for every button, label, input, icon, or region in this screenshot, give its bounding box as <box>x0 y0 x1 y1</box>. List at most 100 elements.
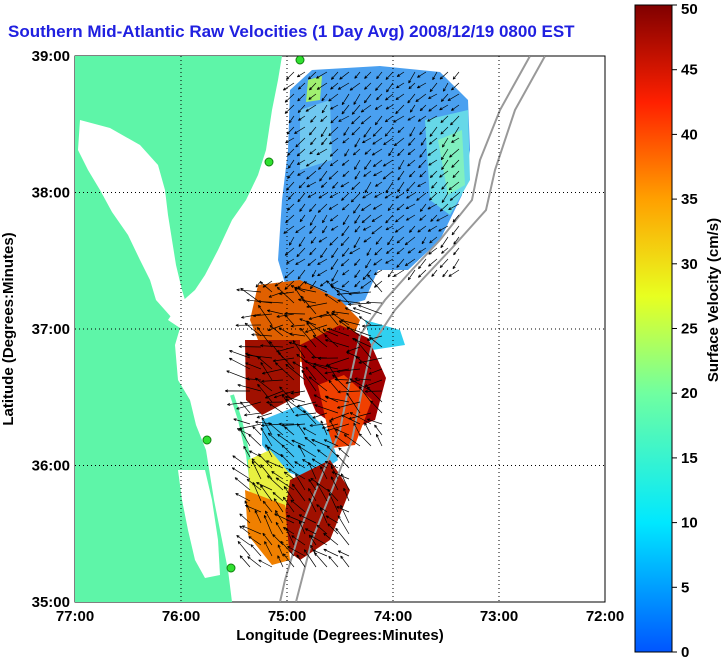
velocity-vector <box>311 439 328 447</box>
velocity-vector <box>329 159 339 167</box>
velocity-vector <box>238 345 262 349</box>
velocity-vector <box>340 555 350 568</box>
velocity-vector <box>428 159 438 166</box>
velocity-vector <box>366 418 383 425</box>
velocity-vector <box>427 148 438 156</box>
velocity-vector <box>316 148 328 156</box>
y-tick-label: 38:00 <box>32 185 70 202</box>
velocity-vector <box>407 115 416 121</box>
velocity-vector <box>261 379 284 383</box>
velocity-vector <box>447 93 460 101</box>
velocity-vector <box>311 458 328 469</box>
velocity-vector <box>264 541 273 557</box>
velocity-vector <box>312 365 328 381</box>
velocity-vector <box>258 559 273 568</box>
velocity-vector <box>322 225 328 234</box>
velocity-vector <box>374 192 383 198</box>
velocity-vector <box>364 71 372 79</box>
chesapeake-bay <box>78 120 188 318</box>
velocity-vector <box>417 225 427 233</box>
velocity-vector <box>304 360 328 370</box>
velocity-vector <box>364 379 383 387</box>
velocity-vector <box>340 504 350 524</box>
velocity-vector <box>382 159 394 167</box>
velocity-vector <box>331 269 339 282</box>
velocity-vector <box>309 214 317 226</box>
velocity-vector <box>349 412 372 425</box>
velocity-vector <box>271 471 284 480</box>
velocity-vector <box>441 137 449 148</box>
velocity-vector <box>334 435 350 447</box>
velocity-vector <box>365 258 372 269</box>
velocity-vector <box>420 137 427 146</box>
velocity-vector <box>330 115 339 124</box>
velocity-vector <box>360 104 372 113</box>
velocity-vector <box>266 460 284 469</box>
velocity-vector <box>375 82 383 91</box>
velocity-vector <box>439 203 449 212</box>
velocity-vector <box>440 115 449 124</box>
velocity-vector <box>330 476 339 491</box>
velocity-vector <box>308 126 317 136</box>
bathymetry-contours <box>279 56 546 602</box>
velocity-vector <box>252 313 273 318</box>
velocity-vector <box>329 236 339 246</box>
velocity-vector <box>307 258 317 267</box>
velocity-vector <box>349 247 361 255</box>
velocity-vector <box>310 535 328 546</box>
velocity-vector <box>260 484 273 502</box>
velocity-vector <box>407 93 416 104</box>
velocity-vector <box>250 544 262 557</box>
velocity-vector <box>386 82 394 93</box>
velocity-vector <box>393 269 405 277</box>
velocity-vector <box>274 362 295 381</box>
velocity-vector <box>440 93 449 102</box>
y-tick-label: 35:00 <box>32 594 70 611</box>
velocity-vector <box>273 390 295 399</box>
velocity-vector <box>375 181 383 187</box>
velocity-vector <box>266 400 284 404</box>
velocity-vector <box>318 236 328 243</box>
velocity-vector <box>385 71 394 80</box>
velocity-vector <box>237 383 262 392</box>
velocity-vector <box>384 126 394 137</box>
velocity-vector <box>239 525 251 535</box>
velocity-vector <box>286 126 295 135</box>
velocity-vector <box>362 192 372 199</box>
velocity-vector <box>364 159 372 170</box>
velocity-vector <box>251 458 262 469</box>
velocity-vector <box>308 461 317 480</box>
velocity-vector <box>351 115 361 125</box>
velocity-vector <box>351 181 361 191</box>
velocity-vector <box>419 203 427 212</box>
velocity-vector <box>304 345 317 359</box>
velocity-vector <box>384 192 394 199</box>
velocity-vector <box>432 71 438 81</box>
velocity-vector <box>375 433 383 447</box>
velocity-vector <box>304 324 328 333</box>
velocity-vector <box>321 104 328 114</box>
velocity-vector <box>282 82 295 91</box>
velocity-vector <box>304 528 317 535</box>
velocity-vector <box>428 258 438 267</box>
velocity-vector <box>450 115 460 126</box>
velocity-vector <box>343 126 350 136</box>
velocity-vector <box>290 324 306 328</box>
colorbar-tick-label: 50 <box>681 1 698 18</box>
velocity-vector <box>308 376 328 392</box>
velocity-vector <box>258 304 273 326</box>
velocity-vector <box>320 181 328 188</box>
y-tick-label: 36:00 <box>32 458 70 475</box>
x-tick-label: 72:00 <box>586 608 624 625</box>
velocity-vector <box>243 445 251 458</box>
velocity-vector <box>260 344 284 348</box>
velocity-vector <box>337 299 361 304</box>
velocity-vector <box>354 377 372 381</box>
velocity-vector <box>361 214 372 224</box>
velocity-vector <box>283 225 295 234</box>
velocity-vector <box>297 192 306 203</box>
velocity-vector <box>325 396 350 403</box>
velocity-vector <box>375 236 383 245</box>
velocity-vector <box>252 425 262 436</box>
